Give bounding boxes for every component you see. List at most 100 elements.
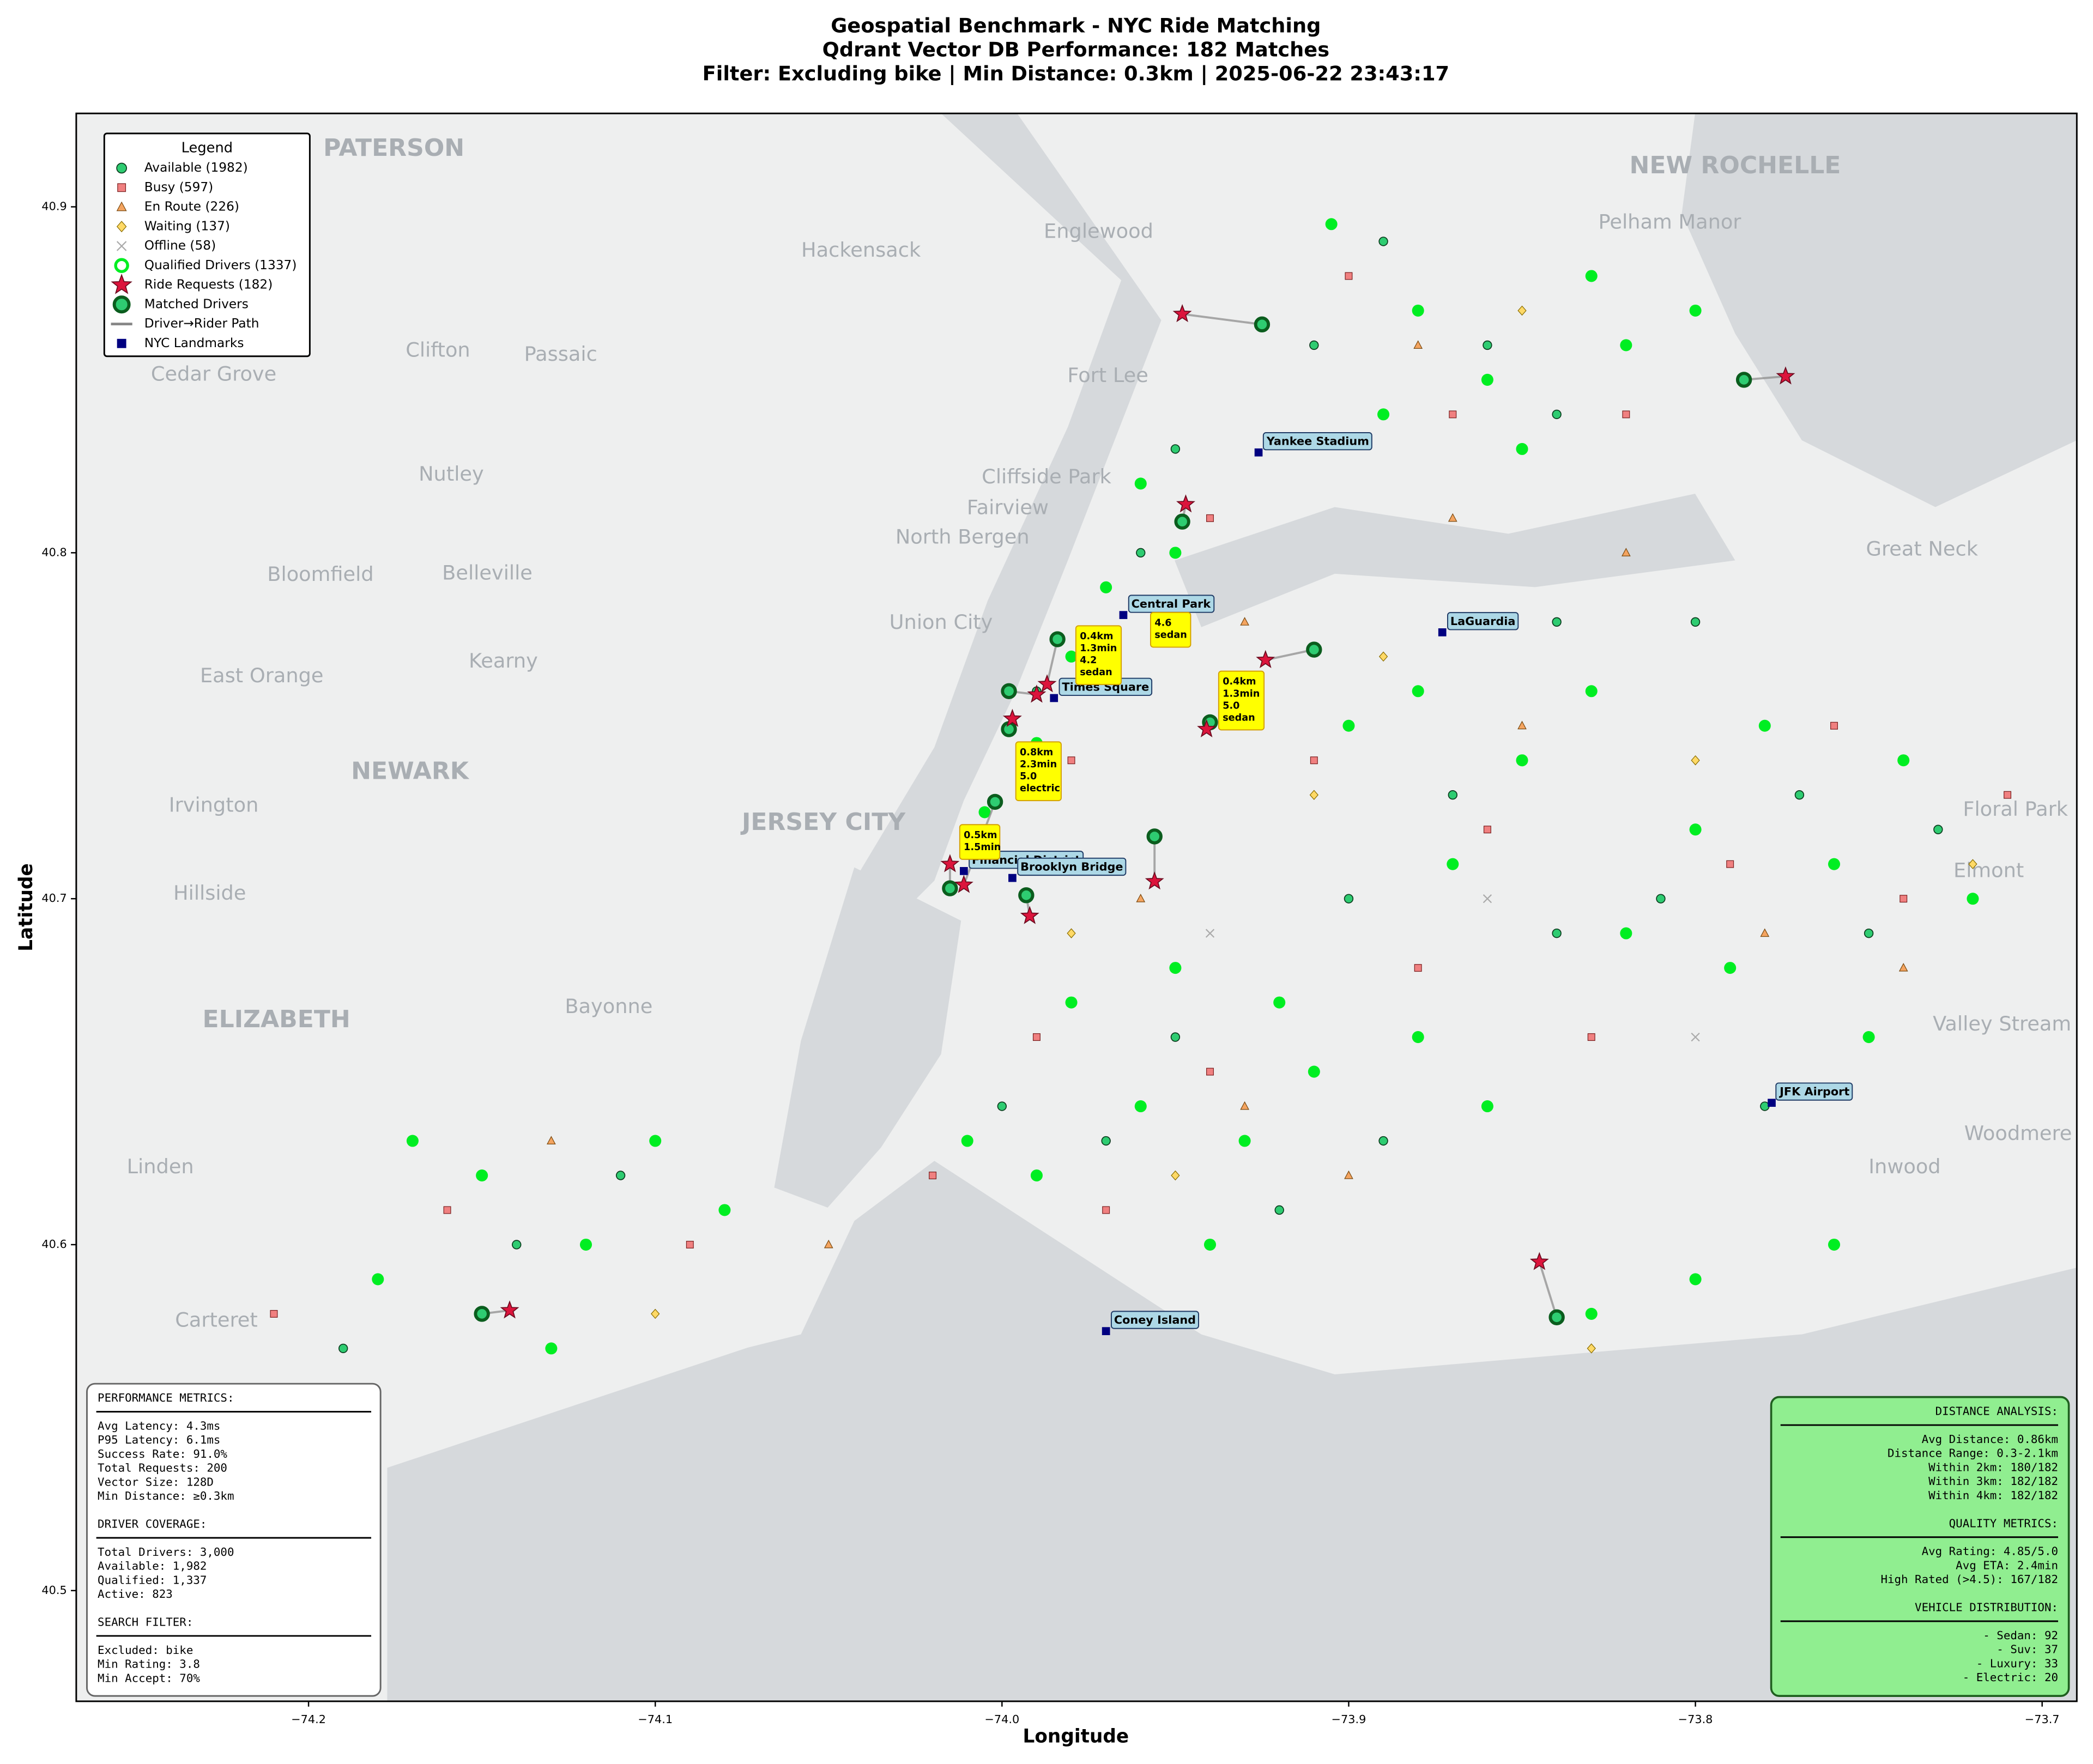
basemap-labels: PATERSON NEW ROCHELLE Hackensack Englewood P… (127, 134, 2072, 1331)
panel-line: - Sedan: 92 (1983, 1629, 2058, 1642)
panels: PERFORMANCE METRICS: Avg Latency: 4.3msP9… (86, 1383, 2070, 1697)
x-tick-label: −74.0 (984, 1713, 1019, 1726)
available-driver (512, 1240, 522, 1250)
place-label: Bloomfield (267, 562, 373, 586)
waiting-driver (1517, 305, 1527, 316)
legend-label: Busy (597) (144, 180, 213, 195)
landmark-label: Yankee Stadium (1266, 435, 1369, 448)
panel-line: Min Distance: ≥0.3km (98, 1489, 234, 1502)
busy-driver (443, 1206, 451, 1214)
panel-line: Total Drivers: 3,000 (98, 1545, 234, 1559)
panel-heading: VEHICLE DISTRIBUTION: (1915, 1601, 2058, 1614)
y-tick-label: 40.9 (41, 200, 66, 213)
qualified-driver (1585, 1307, 1598, 1320)
ride-request (1197, 719, 1217, 737)
panel-line: Vector Size: 128D (98, 1475, 214, 1488)
annotation-box (1015, 741, 1062, 802)
available-driver (997, 1101, 1007, 1111)
qualified-driver (1516, 442, 1528, 455)
matched-driver (1735, 372, 1752, 388)
ride-request (1776, 366, 1795, 385)
place-label: NEWARK (351, 757, 470, 785)
place-label: Fairview (967, 495, 1049, 519)
qualified-driver (1342, 719, 1355, 732)
legend-marker (116, 162, 128, 174)
available-driver (1101, 1136, 1111, 1146)
y-axis-label: Latitude (15, 863, 37, 951)
place-label: JERSEY CITY (740, 808, 906, 836)
available-driver (1170, 1032, 1181, 1042)
waiting-driver (1968, 859, 1977, 869)
match-annotation: 4.6 sedan (1150, 611, 1191, 648)
busy-driver (1900, 895, 1908, 903)
available-driver (1933, 825, 1943, 834)
place-label: Elmont (1953, 858, 2024, 882)
matched-driver (1254, 316, 1271, 333)
legend-box (103, 132, 311, 357)
annotation-text: 4.6 (1154, 617, 1171, 628)
place-label: Belleville (442, 561, 533, 584)
en-route-driver (1517, 720, 1527, 730)
en-route-driver (1413, 340, 1423, 349)
en-route-driver (1621, 548, 1631, 556)
busy-driver (1587, 1033, 1595, 1041)
ride-request (1176, 494, 1195, 513)
ride-request (1027, 684, 1046, 703)
place-label: Englewood (1044, 220, 1153, 243)
en-route-driver (547, 1136, 556, 1145)
place-label: Cedar Grove (151, 362, 276, 386)
annotation-text: sedan (1080, 667, 1112, 678)
legend-marker (112, 295, 131, 314)
matched-driver (1174, 513, 1190, 530)
qualified-driver (1758, 719, 1771, 732)
available-driver (1794, 790, 1805, 800)
available-driver (1864, 928, 1874, 938)
available-driver (338, 1343, 348, 1354)
qualified-driver (1273, 996, 1286, 1009)
qualified-driver (406, 1135, 419, 1147)
panel-heading: DRIVER COVERAGE: (98, 1517, 207, 1530)
place-label: ELIZABETH (203, 1005, 350, 1033)
panel-line: - Suv: 37 (1997, 1643, 2058, 1656)
matched-driver (987, 793, 1003, 810)
qualified-driver (1065, 996, 1078, 1009)
annotation-text: 0.4km (1080, 631, 1113, 642)
legend-label: Matched Drivers (144, 296, 249, 311)
qualified-driver (1481, 373, 1493, 386)
landmark (960, 867, 968, 875)
available-driver (1656, 894, 1666, 904)
legend-marker (117, 183, 126, 192)
legend-label: Qualified Drivers (1337) (144, 258, 297, 272)
qualified-driver (1134, 477, 1147, 490)
ride-request (1172, 304, 1192, 323)
place-label: NEW ROCHELLE (1630, 151, 1841, 179)
x-tick-label: −74.2 (291, 1713, 326, 1726)
available-driver (1344, 894, 1354, 904)
place-label: Pelham Manor (1599, 210, 1742, 233)
available-driver (1170, 444, 1181, 454)
panel-line: Qualified: 1,337 (98, 1573, 207, 1586)
panel-heading: PERFORMANCE METRICS: (98, 1391, 234, 1404)
available-driver (1309, 340, 1319, 350)
annotation-text: 0.5km (964, 830, 997, 841)
y-tick-label: 40.8 (41, 545, 66, 559)
busy-driver (1622, 410, 1630, 419)
en-route-driver (1344, 1170, 1353, 1179)
busy-driver (1067, 756, 1075, 765)
qualified-driver (1030, 1169, 1043, 1182)
offline-driver (1205, 929, 1215, 938)
waiting-driver (1309, 790, 1318, 800)
ride-request (1037, 674, 1057, 693)
en-route-driver (1136, 894, 1146, 902)
x-tick-label: −73.8 (1678, 1713, 1713, 1726)
qualified-driver (372, 1273, 384, 1286)
available-driver (1552, 928, 1562, 938)
axes: Geospatial Benchmark - NYC Ride Matching… (15, 14, 2078, 1748)
busy-driver (1414, 964, 1422, 972)
place-label: Cliffside Park (982, 465, 1111, 488)
legend-label: Available (1982) (144, 160, 248, 175)
